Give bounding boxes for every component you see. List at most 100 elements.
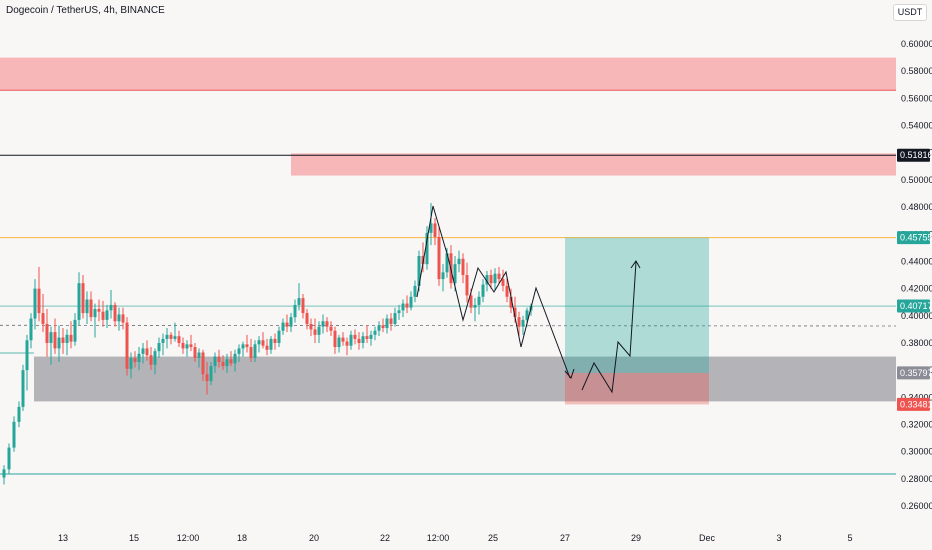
candle bbox=[197, 348, 201, 368]
candle bbox=[313, 318, 317, 343]
price-labels: 0.51816 0.45755 0.40717 0.35797 0.33481 bbox=[897, 148, 932, 411]
candle bbox=[497, 266, 501, 284]
candle-body bbox=[85, 299, 89, 314]
candle-body bbox=[12, 421, 16, 448]
price-tag-bg bbox=[897, 299, 930, 313]
candle bbox=[425, 226, 429, 270]
candle bbox=[285, 314, 289, 333]
candle-body bbox=[117, 314, 121, 322]
price-tag-bg bbox=[897, 231, 930, 245]
candle bbox=[233, 349, 237, 372]
candle bbox=[209, 362, 213, 386]
candle bbox=[361, 332, 365, 349]
price-tag-text: 0.40717 bbox=[900, 301, 932, 311]
candle bbox=[273, 333, 277, 350]
candle-body bbox=[129, 357, 133, 369]
candle-body bbox=[41, 313, 45, 324]
supply-zone-upper bbox=[0, 57, 896, 91]
candle bbox=[217, 349, 221, 368]
candle bbox=[33, 279, 37, 330]
candle bbox=[405, 295, 409, 314]
candle bbox=[49, 326, 53, 365]
candle-body bbox=[97, 309, 101, 312]
candle-body bbox=[69, 334, 73, 342]
candle-body bbox=[357, 338, 361, 343]
candle-body bbox=[121, 314, 125, 323]
candle-body bbox=[157, 342, 161, 352]
x-tick-label: 13 bbox=[58, 533, 68, 543]
candle-body bbox=[77, 283, 81, 320]
candle-body bbox=[25, 340, 29, 371]
candle-body bbox=[53, 332, 57, 349]
candle-body bbox=[113, 304, 117, 322]
candle-body bbox=[33, 288, 37, 319]
candle-body bbox=[213, 356, 217, 367]
candle bbox=[205, 362, 209, 395]
candle-body bbox=[417, 256, 421, 286]
demand-zone bbox=[34, 356, 896, 402]
projection-path[interactable] bbox=[581, 261, 637, 394]
candle-body bbox=[73, 319, 77, 342]
candle-body bbox=[265, 345, 269, 350]
candle-body bbox=[57, 337, 61, 349]
candle bbox=[161, 333, 165, 356]
candle bbox=[193, 342, 197, 363]
candle bbox=[137, 347, 141, 371]
arrow-head bbox=[564, 368, 575, 379]
y-tick-label: 0.40000 bbox=[901, 311, 932, 321]
candle bbox=[157, 337, 161, 358]
candle bbox=[341, 332, 345, 346]
candle bbox=[125, 317, 129, 376]
candle bbox=[57, 325, 61, 363]
currency-button[interactable]: USDT bbox=[893, 4, 927, 21]
candle bbox=[169, 332, 173, 345]
candle bbox=[441, 264, 445, 292]
x-tick-label: 12:00 bbox=[427, 533, 450, 543]
candle-body bbox=[101, 311, 105, 320]
take-profit-zone[interactable] bbox=[565, 237, 709, 373]
candle-body bbox=[333, 330, 337, 348]
candle bbox=[353, 329, 357, 345]
candle-body bbox=[373, 330, 377, 335]
candle bbox=[325, 317, 329, 333]
x-tick-label: 5 bbox=[847, 533, 852, 543]
candle bbox=[381, 318, 385, 333]
candle-body bbox=[261, 340, 265, 346]
candle bbox=[117, 307, 121, 331]
candle-body bbox=[437, 236, 441, 280]
candle-body bbox=[369, 334, 373, 339]
candle bbox=[225, 353, 229, 373]
x-tick-label: 27 bbox=[560, 533, 570, 543]
candle bbox=[489, 269, 493, 289]
candle-body bbox=[177, 336, 181, 343]
candle-body bbox=[381, 325, 385, 329]
candle bbox=[457, 250, 461, 273]
candle-body bbox=[37, 288, 41, 314]
chart-title: Dogecoin / TetherUS, 4h, BINANCE bbox=[6, 5, 165, 16]
candle bbox=[185, 340, 189, 357]
candle-body bbox=[457, 258, 461, 265]
candle bbox=[461, 253, 465, 284]
candle bbox=[77, 272, 81, 326]
pattern-drawing[interactable] bbox=[416, 205, 571, 379]
candle-body bbox=[345, 341, 349, 346]
price-tag: 0.51816 bbox=[897, 148, 932, 162]
candle-body bbox=[445, 253, 449, 273]
candle bbox=[289, 313, 293, 333]
candle-body bbox=[277, 330, 281, 343]
candle-body bbox=[309, 323, 313, 330]
x-tick-label: 12:00 bbox=[177, 533, 200, 543]
candle-body bbox=[241, 344, 245, 349]
candle-body bbox=[137, 353, 141, 363]
y-tick-label: 0.48000 bbox=[901, 202, 932, 212]
candle-body bbox=[161, 338, 165, 343]
candle-body bbox=[321, 321, 325, 327]
stop-loss-zone[interactable] bbox=[565, 372, 709, 405]
candle-body bbox=[329, 326, 333, 331]
candle bbox=[65, 329, 69, 356]
candle bbox=[321, 314, 325, 334]
projection-arrow-head bbox=[630, 260, 641, 269]
candle bbox=[473, 298, 477, 322]
candle bbox=[177, 330, 181, 348]
